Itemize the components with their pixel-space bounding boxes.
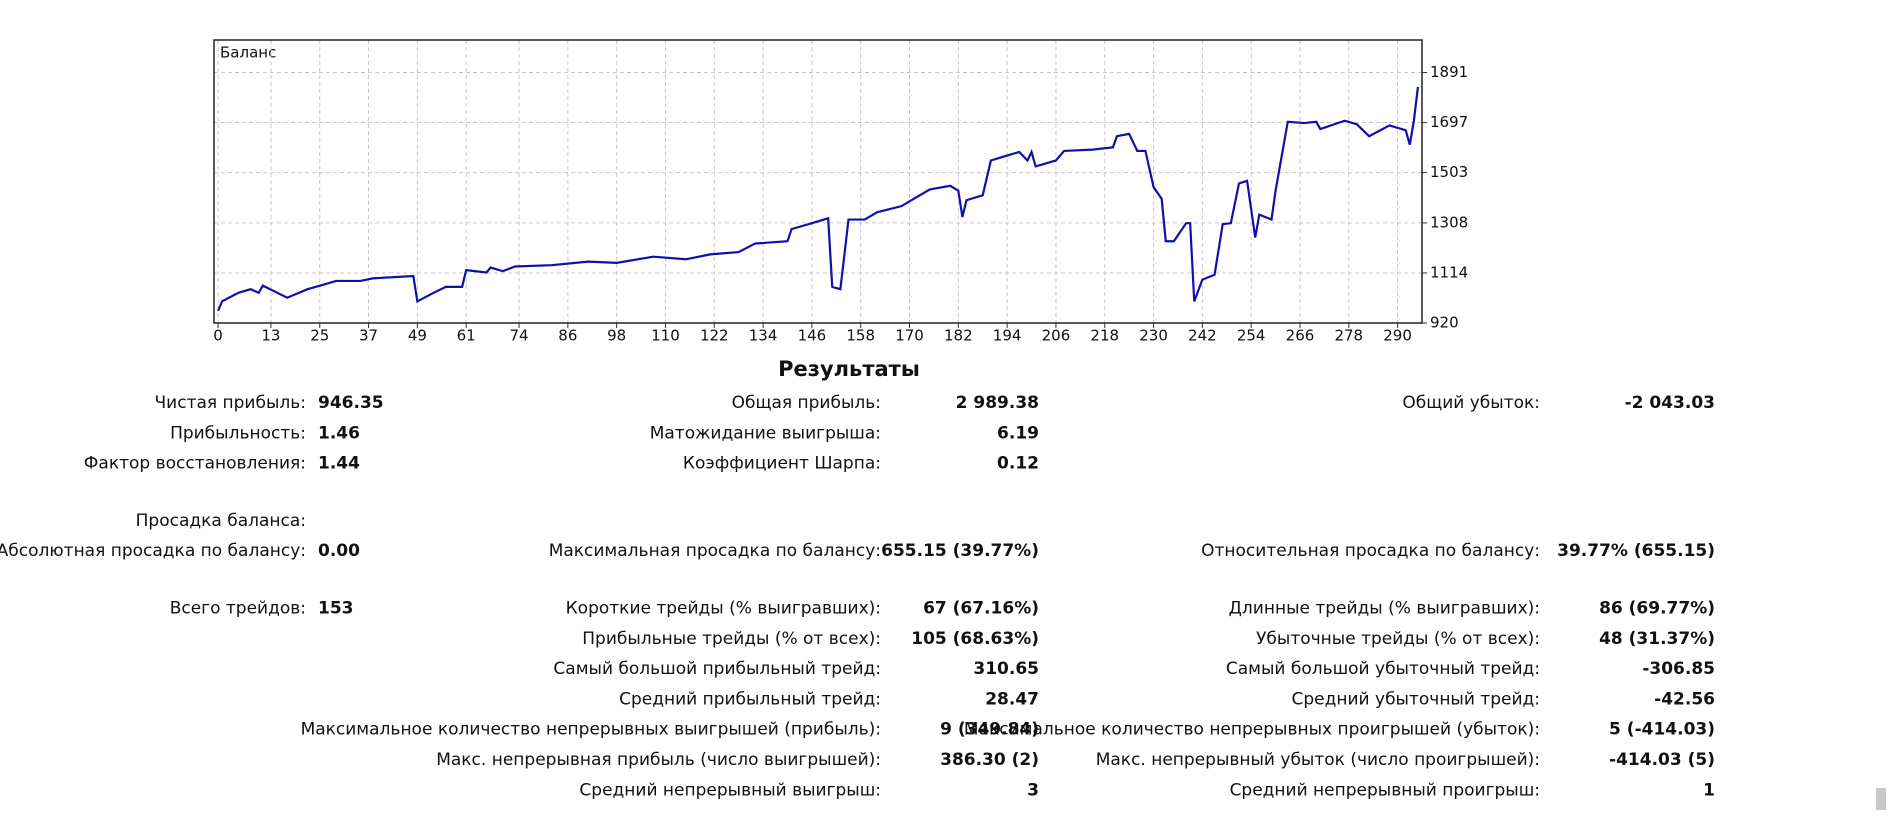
x-tick-label: 74	[510, 327, 529, 345]
y-tick-label: 1503	[1430, 163, 1468, 181]
result-label: Общий убыток:	[1402, 393, 1540, 413]
result-label: Самый большой убыточный трейд:	[1226, 659, 1540, 679]
result-label: Чистая прибыль:	[155, 393, 306, 413]
result-value: 1.46	[318, 423, 360, 443]
result-label: Фактор восстановления:	[84, 454, 306, 474]
x-tick-label: 218	[1090, 327, 1119, 345]
result-value: 1	[1703, 780, 1715, 800]
result-label: Всего трейдов:	[170, 599, 306, 619]
x-tick-label: 170	[895, 327, 924, 345]
x-tick-label: 146	[798, 327, 827, 345]
x-tick-label: 254	[1237, 327, 1266, 345]
result-value: 153	[318, 599, 354, 619]
x-tick-label: 122	[700, 327, 729, 345]
y-tick-label: 1697	[1430, 113, 1468, 131]
result-value: -42.56	[1654, 689, 1715, 709]
x-tick-label: 37	[359, 327, 378, 345]
x-tick-label: 158	[846, 327, 875, 345]
result-value: -414.03 (5)	[1609, 750, 1715, 770]
result-value: 5 (-414.03)	[1609, 720, 1715, 740]
result-value: -2 043.03	[1625, 393, 1715, 413]
result-value: 48 (31.37%)	[1599, 629, 1715, 649]
result-label: Макс. непрерывная прибыль (число выигрыш…	[436, 750, 881, 770]
y-tick-label: 1114	[1430, 263, 1468, 281]
x-tick-label: 98	[607, 327, 626, 345]
result-value: 105 (68.63%)	[911, 629, 1039, 649]
result-label: Убыточные трейды (% от всех):	[1256, 629, 1540, 649]
result-label: Максимальное количество непрерывных выиг…	[301, 720, 881, 740]
y-tick-label: 1891	[1430, 63, 1468, 81]
x-tick-label: 0	[213, 327, 223, 345]
x-tick-label: 266	[1286, 327, 1315, 345]
result-label: Абсолютная просадка по балансу:	[0, 541, 306, 561]
balance-line	[217, 86, 1420, 312]
result-value: 655.15 (39.77%)	[881, 541, 1039, 561]
x-tick-label: 242	[1188, 327, 1217, 345]
x-tick-label: 86	[558, 327, 577, 345]
result-label: Прибыльность:	[170, 423, 306, 443]
result-value: 946.35	[318, 393, 384, 413]
x-tick-label: 61	[457, 327, 476, 345]
result-label: Общая прибыль:	[732, 393, 881, 413]
results-title: Результаты	[778, 357, 920, 381]
result-value: 6.19	[997, 423, 1039, 443]
result-label: Средний убыточный трейд:	[1292, 689, 1540, 709]
result-label: Средний непрерывный выигрыш:	[579, 780, 881, 800]
result-label: Короткие трейды (% выигравших):	[566, 599, 881, 619]
x-tick-label: 230	[1139, 327, 1168, 345]
result-label: Средний прибыльный трейд:	[619, 689, 881, 709]
x-tick-label: 49	[408, 327, 427, 345]
result-value: -306.85	[1642, 659, 1715, 679]
x-tick-label: 25	[310, 327, 329, 345]
result-label: Самый большой прибыльный трейд:	[553, 659, 881, 679]
result-label: Коэффициент Шарпа:	[683, 454, 881, 474]
y-tick-label: 1308	[1430, 213, 1468, 231]
result-value: 1.44	[318, 454, 360, 474]
result-label: Просадка баланса:	[136, 511, 306, 531]
result-label: Относительная просадка по балансу:	[1201, 541, 1540, 561]
result-value: 2 989.38	[956, 393, 1039, 413]
result-label: Средний непрерывный проигрыш:	[1230, 780, 1540, 800]
result-value: 39.77% (655.15)	[1557, 541, 1715, 561]
result-label: Длинные трейды (% выигравших):	[1229, 599, 1540, 619]
x-tick-label: 182	[944, 327, 973, 345]
result-value: 0.00	[318, 541, 360, 561]
result-value: 386.30 (2)	[940, 750, 1039, 770]
result-label: Матожидание выигрыша:	[650, 423, 881, 443]
y-tick-label: 920	[1430, 314, 1459, 332]
result-value: 0.12	[997, 454, 1039, 474]
x-tick-label: 290	[1383, 327, 1412, 345]
result-value: 9 (349.84)	[940, 720, 1039, 740]
result-value: 310.65	[973, 659, 1039, 679]
result-label: Макс. непрерывный убыток (число проигрыш…	[1096, 750, 1540, 770]
result-value: 86 (69.77%)	[1599, 599, 1715, 619]
x-tick-label: 278	[1334, 327, 1363, 345]
x-tick-label: 110	[651, 327, 680, 345]
scrollbar-thumb[interactable]	[1876, 788, 1886, 810]
result-label: Максимальная просадка по балансу:	[549, 541, 881, 561]
x-tick-label: 206	[1042, 327, 1071, 345]
result-value: 28.47	[985, 689, 1039, 709]
result-value: 3	[1027, 780, 1039, 800]
plot-frame	[213, 39, 1423, 324]
result-label: Прибыльные трейды (% от всех):	[582, 629, 881, 649]
x-tick-label: 134	[749, 327, 778, 345]
result-label: Максимальное количество непрерывных прои…	[964, 720, 1540, 740]
x-tick-label: 194	[993, 327, 1022, 345]
chart-title: Баланс	[220, 44, 276, 62]
x-tick-label: 13	[261, 327, 280, 345]
result-value: 67 (67.16%)	[923, 599, 1039, 619]
